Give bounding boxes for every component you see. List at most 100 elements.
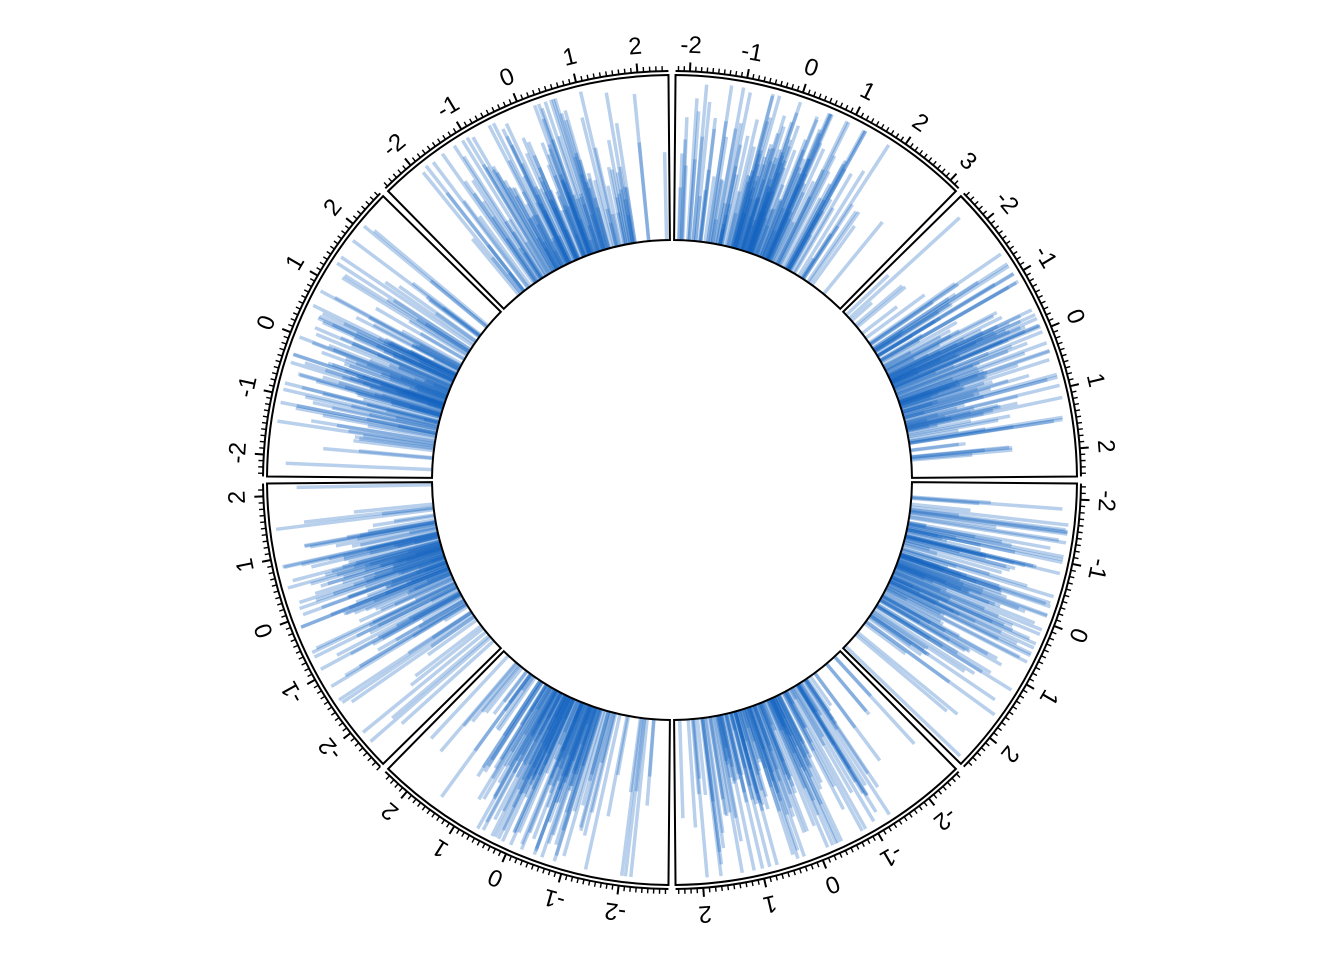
radial-line: [568, 707, 599, 787]
radial-line: [899, 553, 1047, 606]
radial-line: [761, 158, 806, 259]
radial-line: [785, 129, 866, 271]
radial-line: [462, 662, 519, 728]
minor-tick: [933, 793, 938, 799]
radial-line: [786, 130, 868, 271]
radial-line: [882, 350, 912, 369]
radial-line: [366, 563, 449, 598]
radial-line: [680, 117, 689, 241]
radial-line: [550, 139, 595, 255]
minor-tick: [895, 133, 900, 139]
radial-line: [691, 136, 705, 242]
radial-line: [533, 185, 573, 264]
radial-line: [901, 399, 938, 414]
minor-tick: [1066, 372, 1073, 375]
radial-line: [713, 128, 738, 245]
radial-line: [906, 527, 981, 547]
radial-line: [703, 176, 716, 243]
major-tick: [572, 73, 578, 83]
radial-line: [888, 579, 955, 614]
radial-line: [544, 700, 580, 774]
radial-line: [869, 282, 960, 346]
radial-line: [698, 169, 711, 242]
minor-tick: [1051, 631, 1057, 635]
radial-line: [555, 702, 585, 768]
radial-line: [784, 690, 864, 832]
radial-line: [282, 530, 439, 569]
radial-line: [791, 172, 853, 274]
radial-line: [810, 224, 856, 287]
radial-line: [888, 580, 937, 606]
radial-line: [523, 251, 543, 280]
minor-tick: [998, 230, 1003, 235]
radial-line: [332, 554, 446, 596]
sector-b-border: [673, 74, 958, 311]
radial-line: [424, 322, 471, 353]
radial-line: [783, 183, 832, 270]
minor-tick: [937, 790, 943, 795]
radial-line: [770, 697, 787, 729]
radial-line: [905, 533, 1037, 569]
radial-line: [520, 674, 535, 692]
tick-label: -2: [313, 732, 347, 765]
minor-tick: [271, 372, 278, 375]
major-tick: [635, 63, 639, 73]
radial-line: [875, 604, 984, 674]
radial-line: [369, 358, 450, 394]
tick-label: 1: [560, 42, 579, 71]
radial-line: [876, 319, 936, 358]
radial-line: [392, 351, 455, 383]
radial-line: [361, 630, 488, 734]
radial-line: [882, 328, 952, 368]
radial-line: [410, 343, 460, 372]
radial-line: [517, 694, 568, 791]
minor-tick: [1043, 306, 1049, 310]
minor-tick: [502, 101, 507, 107]
radial-line: [895, 564, 996, 607]
radial-line: [901, 546, 990, 576]
minor-tick: [850, 847, 854, 853]
radial-line: [359, 437, 435, 451]
radial-line: [733, 163, 761, 249]
radial-line: [878, 333, 923, 362]
minor-tick: [810, 864, 814, 870]
radial-line: [765, 699, 807, 789]
radial-line: [368, 316, 462, 369]
minor-tick: [757, 75, 761, 81]
radial-line: [785, 199, 826, 271]
radial-line: [756, 703, 788, 776]
radial-line: [586, 172, 611, 249]
radial-line: [477, 215, 532, 288]
minor-tick: [861, 841, 865, 847]
radial-line: [715, 122, 743, 245]
radial-line: [372, 377, 446, 405]
minor-tick: [306, 283, 312, 288]
minor-tick: [263, 546, 269, 549]
radial-line: [532, 704, 591, 856]
minor-tick: [271, 584, 277, 587]
minor-tick: [281, 341, 287, 345]
radial-line: [744, 707, 773, 788]
radial-line: [536, 236, 558, 271]
radial-line: [561, 702, 586, 759]
radial-line: [423, 417, 440, 425]
radial-line: [747, 706, 783, 802]
radial-line: [742, 125, 786, 252]
radial-line: [733, 711, 779, 866]
radial-line: [788, 234, 813, 272]
radial-line: [528, 701, 584, 834]
minor-tick: [275, 359, 281, 363]
radial-line: [393, 513, 435, 523]
radial-line: [904, 534, 1015, 565]
radial-line: [312, 400, 438, 432]
radial-line: [785, 163, 846, 270]
radial-line: [521, 691, 562, 763]
minor-tick: [301, 294, 307, 299]
radial-line: [738, 143, 773, 251]
minor-tick: [531, 89, 536, 96]
minor-tick: [412, 798, 417, 804]
radial-line: [553, 97, 604, 252]
radial-line: [903, 410, 925, 420]
radial-line: [792, 685, 876, 823]
sector-f-lines: [429, 654, 656, 878]
